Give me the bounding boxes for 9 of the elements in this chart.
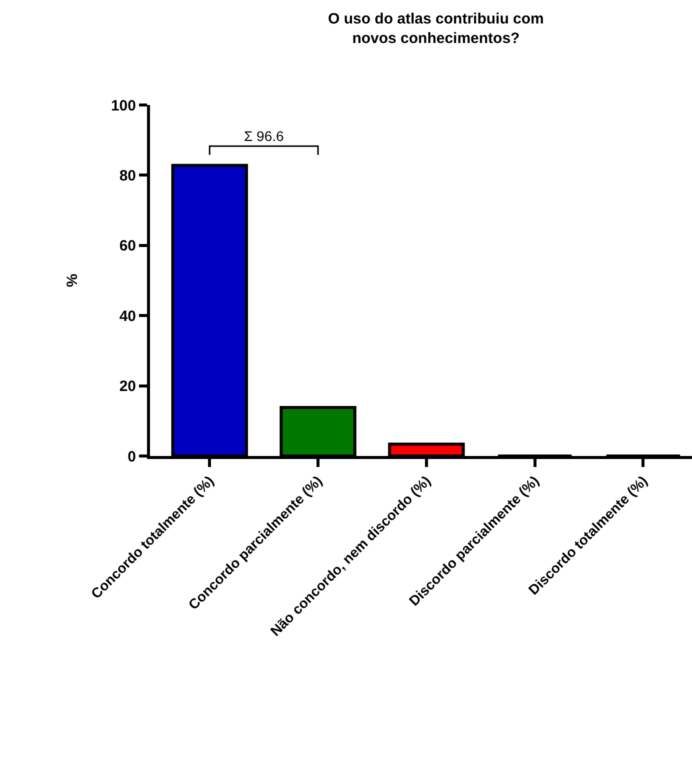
y-tick-label: 100 [110, 97, 136, 114]
chart-title: O uso do atlas contribuiu com novos conhecimentos? [328, 10, 544, 47]
y-tick-label: 80 [119, 167, 136, 184]
y-axis-title: % [64, 274, 82, 288]
y-tick-label: 40 [119, 308, 136, 325]
annotation: Σ 96.6 [244, 128, 284, 144]
y-tick-label: 20 [119, 378, 136, 396]
y-tick-label: 60 [119, 238, 136, 255]
y-tick-label: 0 [128, 448, 136, 466]
